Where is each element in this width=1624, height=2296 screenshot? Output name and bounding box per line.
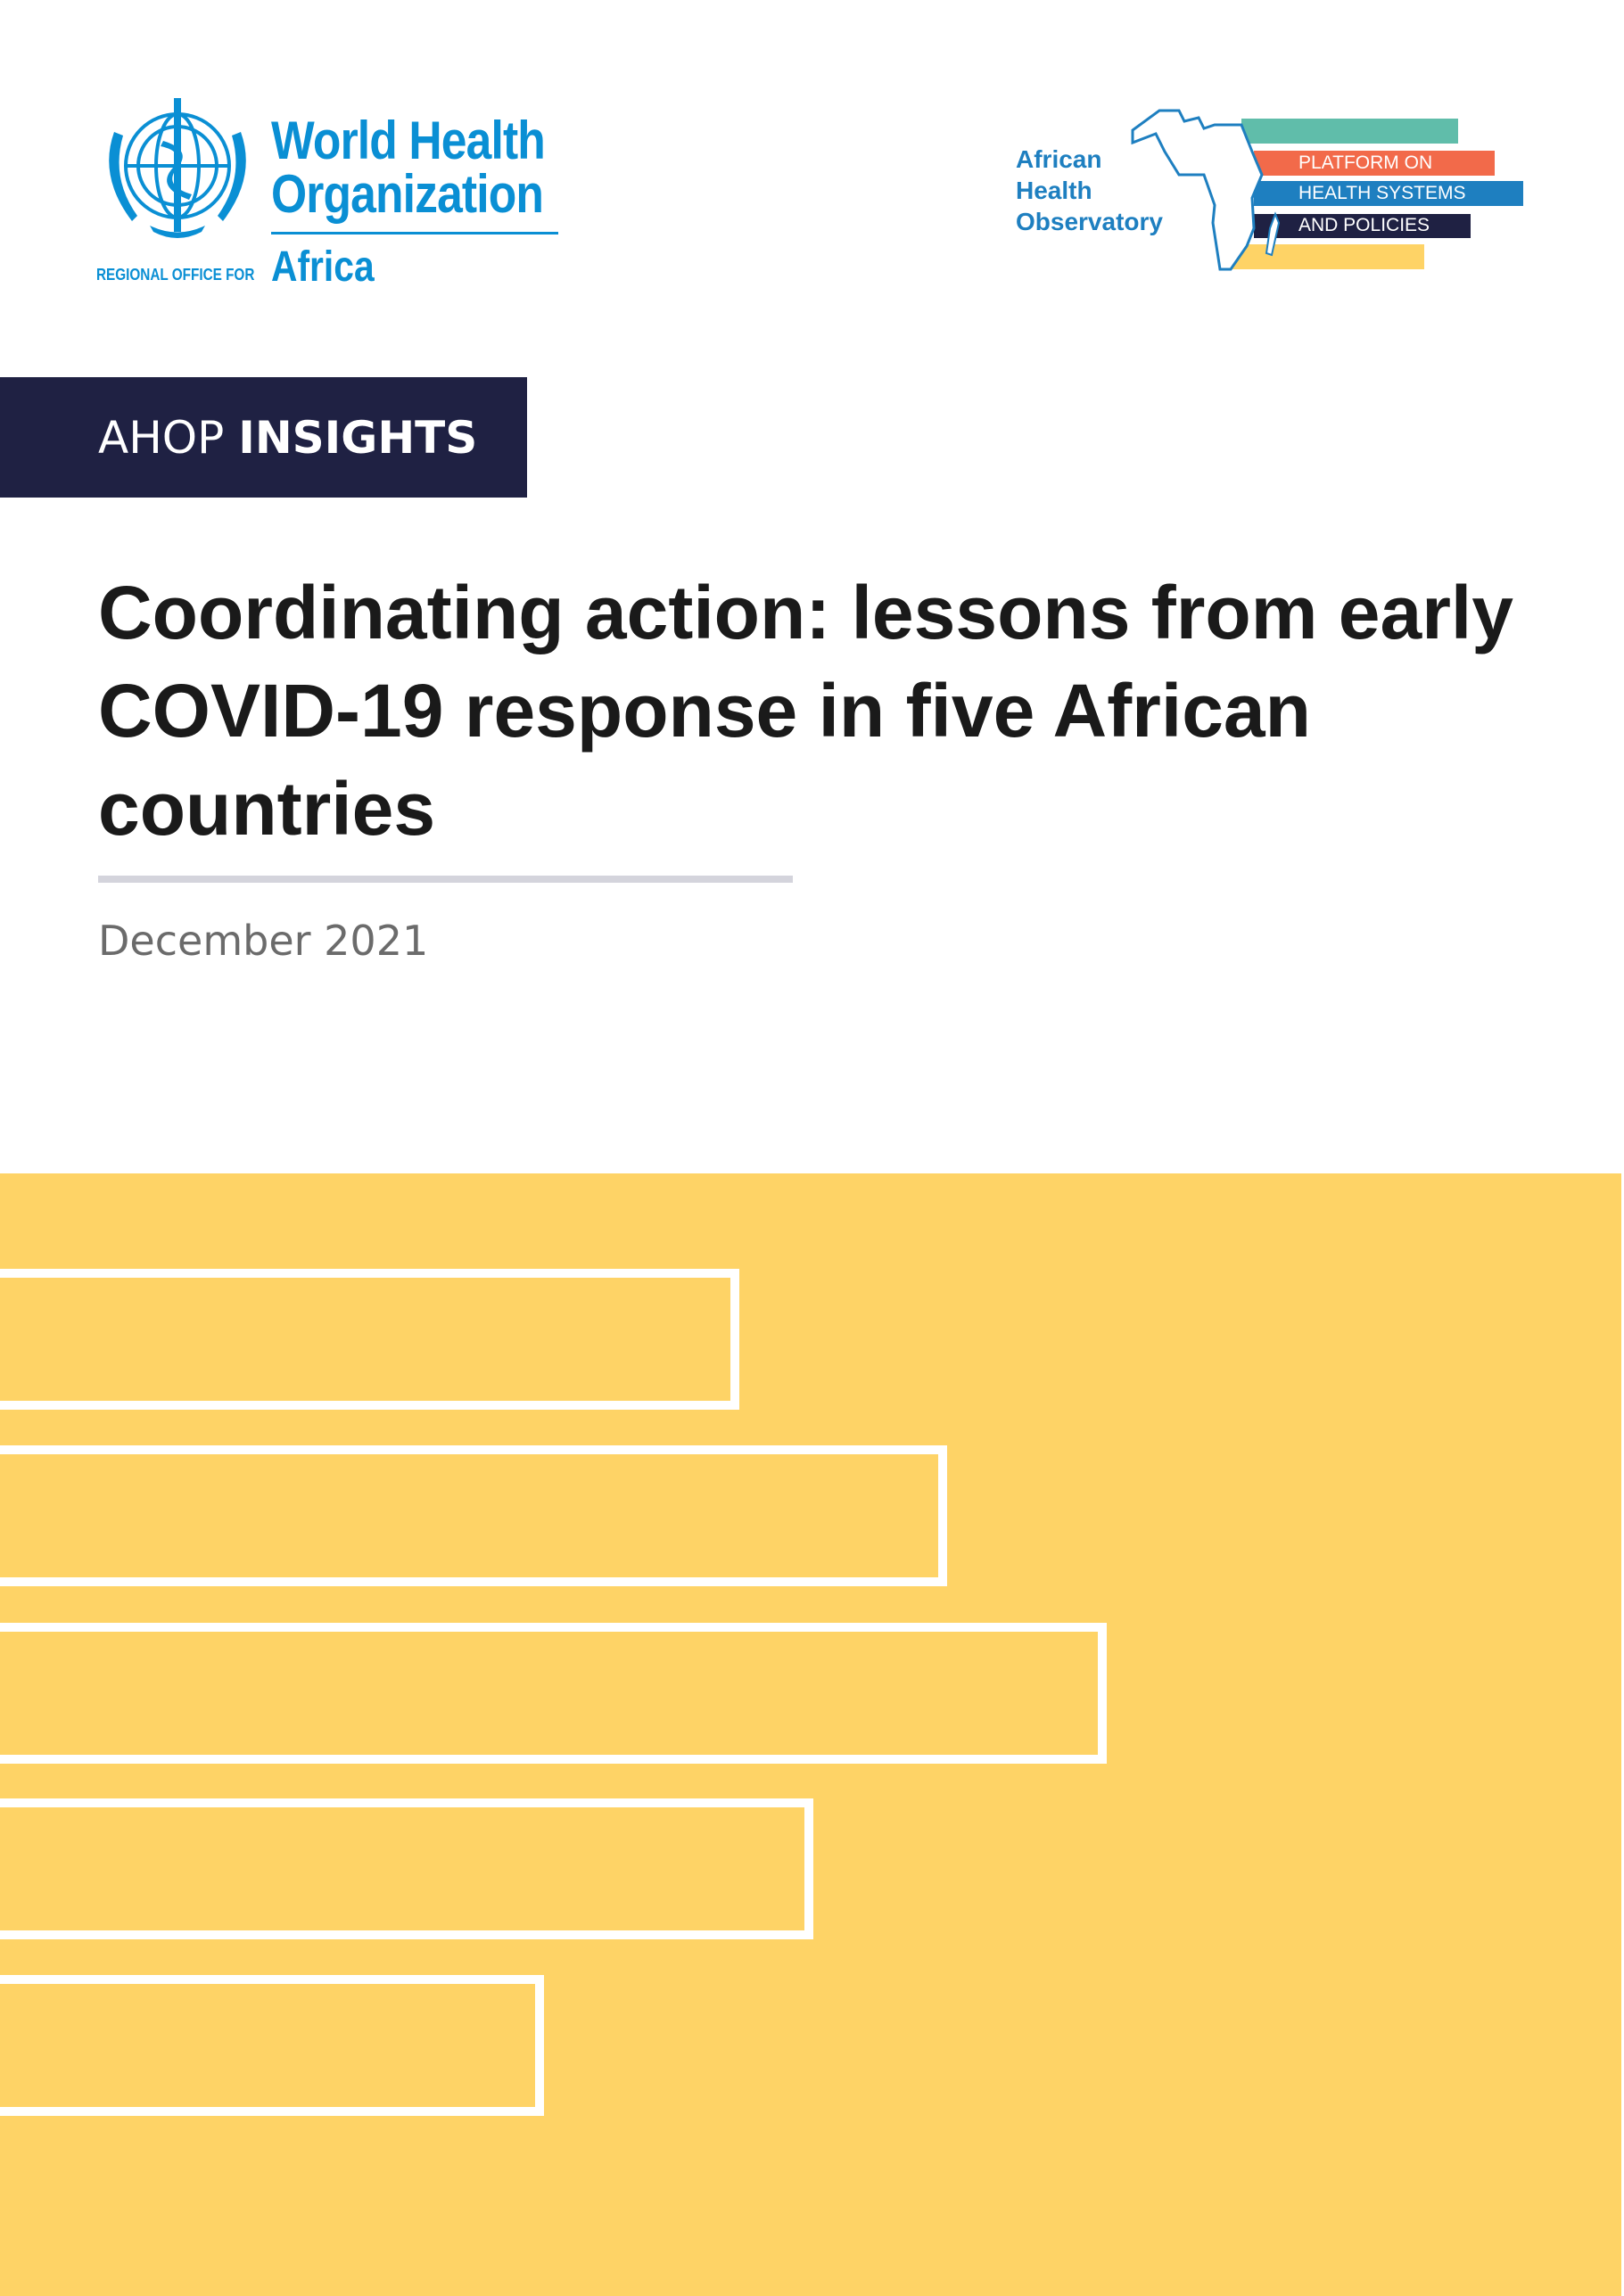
who-logo-divider	[271, 232, 558, 235]
decorative-bar	[0, 1445, 947, 1586]
who-logo-line2: Organization	[271, 164, 544, 224]
aho-name-line: Observatory	[1016, 208, 1163, 235]
aho-logo-graphic	[1131, 109, 1523, 271]
aho-bar-blue	[1254, 181, 1523, 206]
madagascar-icon	[1265, 211, 1281, 257]
series-label: AHOP INSIGHTS	[98, 416, 477, 460]
aho-name-line: African	[1016, 145, 1102, 173]
title-divider	[98, 876, 793, 883]
decorative-bar	[0, 1623, 1107, 1764]
who-regional-label: REGIONAL OFFICE FOR	[96, 266, 255, 284]
aho-bar-navy	[1254, 214, 1471, 238]
who-logo-line1: World Health	[271, 111, 546, 170]
aho-bar-label: HEALTH SYSTEMS	[1298, 183, 1466, 203]
aho-bar-orange	[1254, 151, 1495, 176]
publication-date: December 2021	[98, 917, 429, 965]
decorative-panel	[0, 1173, 1621, 2296]
aho-bar-label: PLATFORM ON	[1298, 152, 1433, 173]
decorative-bar	[0, 1975, 544, 2116]
decorative-bar	[0, 1269, 739, 1410]
page-title: Coordinating action: lessons from early …	[98, 571, 1513, 851]
decorative-bar	[0, 1798, 813, 1939]
series-name: INSIGHTS	[238, 412, 478, 464]
aho-name-line: Health	[1016, 177, 1092, 204]
aho-bar-teal	[1241, 119, 1458, 144]
who-emblem-icon	[109, 98, 246, 238]
who-logo-text: World Health Organization	[271, 114, 589, 221]
aho-bar-label: AND POLICIES	[1298, 215, 1430, 235]
series-banner	[0, 377, 527, 498]
aho-bar-yellow	[1229, 244, 1424, 269]
africa-map-icon	[1131, 109, 1264, 271]
who-region-label: Africa	[271, 243, 375, 291]
series-prefix: AHOP	[98, 412, 225, 464]
